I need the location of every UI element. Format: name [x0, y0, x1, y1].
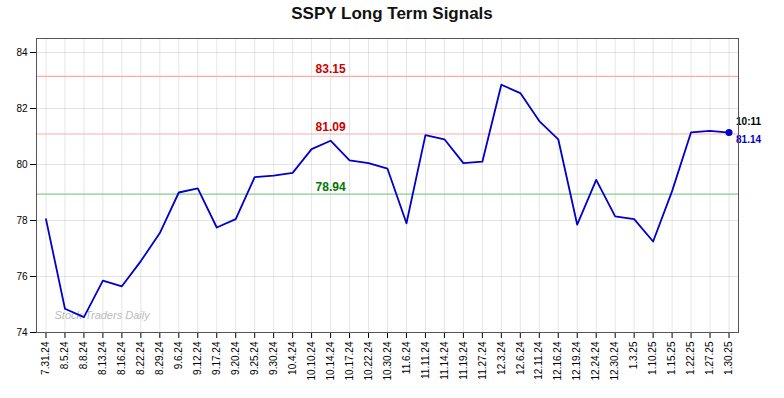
svg-text:Stock Traders Daily: Stock Traders Daily	[54, 308, 150, 321]
svg-text:9.6.24: 9.6.24	[173, 341, 184, 369]
svg-text:8.13.24: 8.13.24	[97, 341, 108, 375]
svg-text:1.22.25: 1.22.25	[685, 341, 696, 375]
svg-text:12.3.24: 12.3.24	[496, 341, 507, 375]
svg-text:12.19.24: 12.19.24	[571, 341, 582, 380]
svg-text:8.16.24: 8.16.24	[116, 341, 127, 375]
svg-text:9.17.24: 9.17.24	[211, 341, 222, 375]
svg-text:78.94: 78.94	[316, 180, 346, 194]
svg-text:9.20.24: 9.20.24	[230, 341, 241, 375]
svg-text:8.8.24: 8.8.24	[78, 341, 89, 369]
svg-text:74: 74	[16, 327, 28, 338]
svg-text:7.31.24: 7.31.24	[40, 341, 51, 375]
svg-text:12.6.24: 12.6.24	[515, 341, 526, 375]
svg-text:78: 78	[16, 215, 28, 226]
svg-text:1.10.25: 1.10.25	[647, 341, 658, 375]
svg-text:8.22.24: 8.22.24	[135, 341, 146, 375]
svg-text:12.11.24: 12.11.24	[533, 341, 544, 380]
svg-text:9.30.24: 9.30.24	[268, 341, 279, 375]
svg-text:12.30.24: 12.30.24	[609, 341, 620, 380]
svg-text:84: 84	[16, 47, 28, 58]
svg-text:83.15: 83.15	[316, 62, 346, 76]
svg-text:10.30.24: 10.30.24	[382, 341, 393, 380]
svg-text:1.15.25: 1.15.25	[666, 341, 677, 375]
svg-text:82: 82	[16, 103, 28, 114]
svg-text:81.09: 81.09	[316, 120, 346, 134]
svg-text:10.10.24: 10.10.24	[306, 341, 317, 380]
svg-text:11.6.24: 11.6.24	[401, 341, 412, 374]
svg-text:10.22.24: 10.22.24	[363, 341, 374, 380]
svg-text:12.24.24: 12.24.24	[590, 341, 601, 380]
svg-text:11.27.24: 11.27.24	[477, 341, 488, 380]
svg-text:9.25.24: 9.25.24	[249, 341, 260, 375]
svg-text:10:11: 10:11	[736, 116, 761, 127]
svg-text:10.14.24: 10.14.24	[325, 341, 336, 380]
svg-text:1.27.25: 1.27.25	[704, 341, 715, 375]
svg-text:9.12.24: 9.12.24	[192, 341, 203, 375]
svg-text:80: 80	[16, 159, 28, 170]
svg-text:8.5.24: 8.5.24	[59, 341, 70, 369]
svg-text:10.17.24: 10.17.24	[344, 341, 355, 380]
svg-text:11.14.24: 11.14.24	[439, 341, 450, 380]
svg-text:76: 76	[16, 271, 28, 282]
svg-text:8.29.24: 8.29.24	[154, 341, 165, 375]
svg-text:1.3.25: 1.3.25	[628, 341, 639, 369]
svg-text:1.30.25: 1.30.25	[723, 341, 734, 375]
svg-text:12.16.24: 12.16.24	[552, 341, 563, 380]
svg-text:11.19.24: 11.19.24	[458, 341, 469, 380]
svg-text:11.11.24: 11.11.24	[420, 341, 431, 379]
svg-text:81.14: 81.14	[736, 134, 761, 145]
html-text:SSPY Long Term Signals: SSPY Long Term Signals	[291, 4, 493, 23]
svg-text:10.4.24: 10.4.24	[287, 341, 298, 375]
